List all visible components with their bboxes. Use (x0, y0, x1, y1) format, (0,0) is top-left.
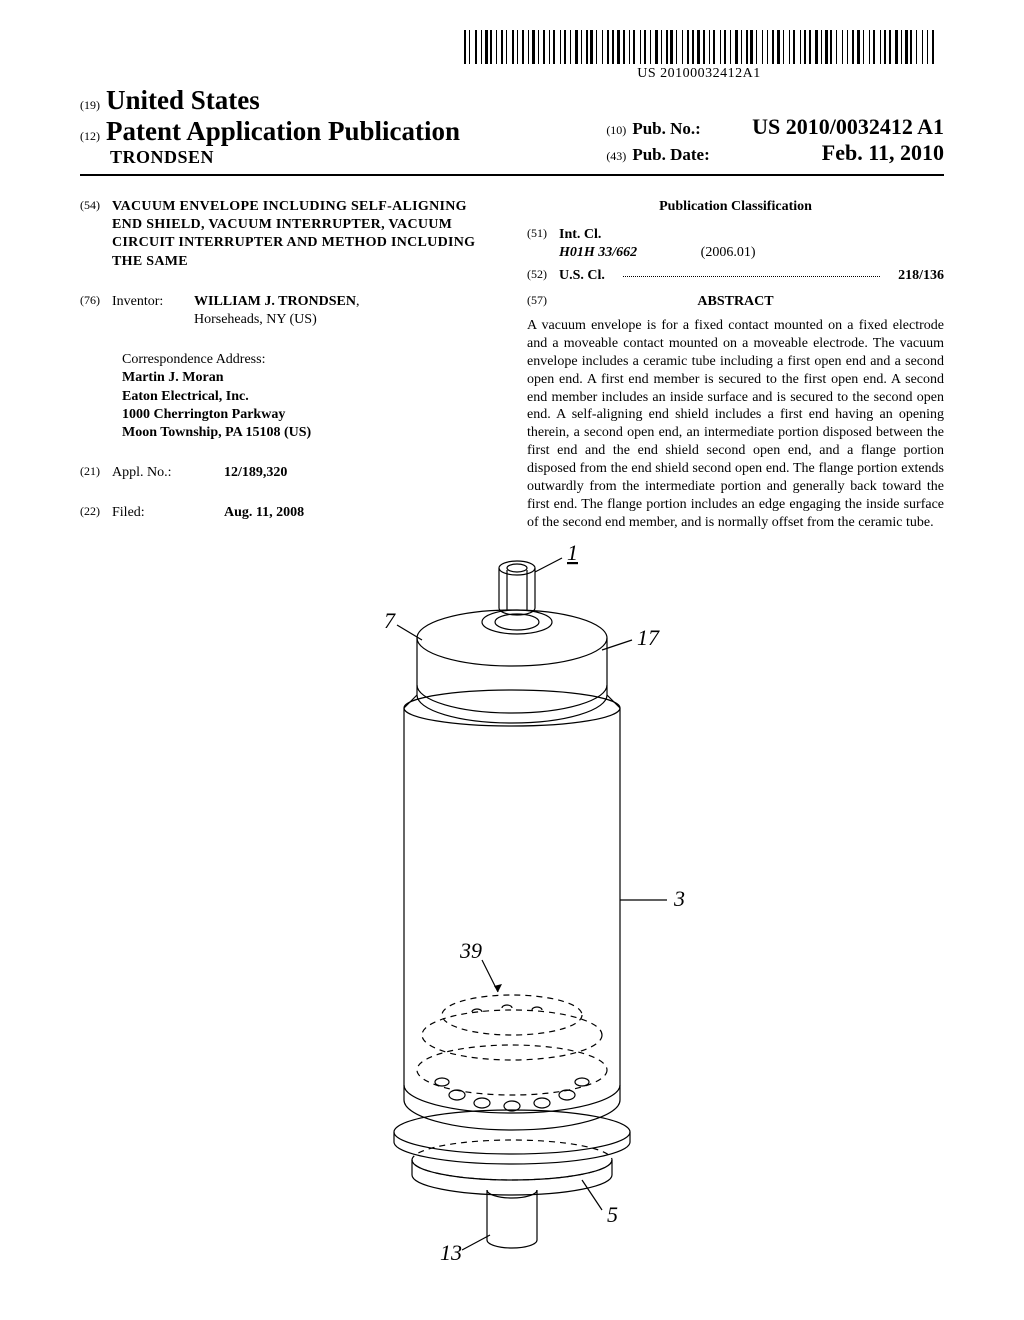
field-21-num: (21) (80, 464, 100, 482)
us-cl-label: U.S. Cl. (559, 267, 605, 285)
inventor-name: WILLIAM J. TRONDSEN (194, 294, 356, 309)
filed-label: Filed: (112, 504, 182, 522)
abstract-text: A vacuum envelope is for a fixed contact… (527, 317, 944, 532)
fig-label-5: 5 (607, 1202, 618, 1227)
invention-title: VACUUM ENVELOPE INCLUDING SELF-ALIGNING … (112, 198, 497, 271)
filed-value: Aug. 11, 2008 (224, 504, 304, 522)
fig-label-17: 17 (637, 625, 660, 650)
field-22-num: (22) (80, 504, 100, 522)
field-19-num: (19) (80, 98, 100, 113)
inventor-location: Horseheads, NY (US) (194, 312, 317, 327)
abstract-heading: ABSTRACT (697, 293, 773, 311)
field-76-num: (76) (80, 293, 100, 329)
header-right: (10) Pub. No.: US 2010/0032412 A1 (43) P… (606, 114, 944, 168)
figure-area: 1 7 17 3 39 5 13 (0, 540, 1024, 1290)
int-cl-year: (2006.01) (701, 245, 756, 260)
field-52-num: (52) (527, 267, 547, 285)
pub-date-value: Feb. 11, 2010 (822, 140, 944, 166)
correspondence-label: Correspondence Address: (122, 351, 497, 369)
us-cl-value: 218/136 (898, 267, 944, 285)
left-column: (54) VACUUM ENVELOPE INCLUDING SELF-ALIG… (80, 198, 497, 532)
right-column: Publication Classification (51) Int. Cl.… (527, 198, 944, 532)
correspondence-line-2: Eaton Electrical, Inc. (122, 388, 497, 406)
pub-no-value: US 2010/0032412 A1 (752, 114, 944, 140)
correspondence-line-1: Martin J. Moran (122, 369, 497, 387)
barcode-text: US 20100032412A1 (464, 66, 934, 82)
dotted-leader (623, 267, 880, 277)
correspondence-line-3: 1000 Cherrington Parkway (122, 406, 497, 424)
correspondence-line-4: Moon Township, PA 15108 (US) (122, 424, 497, 442)
inventor-label: Inventor: (112, 293, 182, 329)
fig-label-1: 1 (567, 540, 578, 565)
fig-label-7: 7 (384, 608, 396, 633)
header-block: (19) United States (12) Patent Applicati… (80, 85, 944, 176)
pub-no-label: Pub. No.: (632, 119, 700, 139)
appl-no-value: 12/189,320 (224, 464, 287, 482)
barcode-block: US 20100032412A1 (464, 30, 934, 82)
publication-title: Patent Application Publication (106, 116, 460, 147)
field-51-num: (51) (527, 226, 547, 262)
inventor-details: WILLIAM J. TRONDSEN, Horseheads, NY (US) (194, 293, 359, 329)
fig-label-39: 39 (459, 938, 482, 963)
field-10-num: (10) (606, 123, 626, 138)
barcode-graphic (464, 30, 934, 64)
body-columns: (54) VACUUM ENVELOPE INCLUDING SELF-ALIG… (80, 198, 944, 532)
patent-figure: 1 7 17 3 39 5 13 (272, 540, 752, 1290)
fig-label-3: 3 (673, 886, 685, 911)
fig-label-13: 13 (440, 1240, 462, 1265)
field-54-num: (54) (80, 198, 100, 271)
int-cl-block: Int. Cl. H01H 33/662 (2006.01) (559, 226, 756, 262)
int-cl-label: Int. Cl. (559, 226, 756, 244)
inventor-surname: TRONDSEN (110, 147, 214, 168)
header-left: (19) United States (12) Patent Applicati… (80, 85, 460, 168)
field-43-num: (43) (606, 149, 626, 164)
field-57-num: (57) (527, 293, 547, 309)
int-cl-code: H01H 33/662 (559, 245, 637, 260)
appl-no-label: Appl. No.: (112, 464, 182, 482)
correspondence-block: Correspondence Address: Martin J. Moran … (122, 351, 497, 442)
pub-date-label: Pub. Date: (632, 145, 709, 165)
field-12-num: (12) (80, 129, 100, 144)
classification-heading: Publication Classification (527, 198, 944, 216)
country: United States (106, 85, 260, 116)
